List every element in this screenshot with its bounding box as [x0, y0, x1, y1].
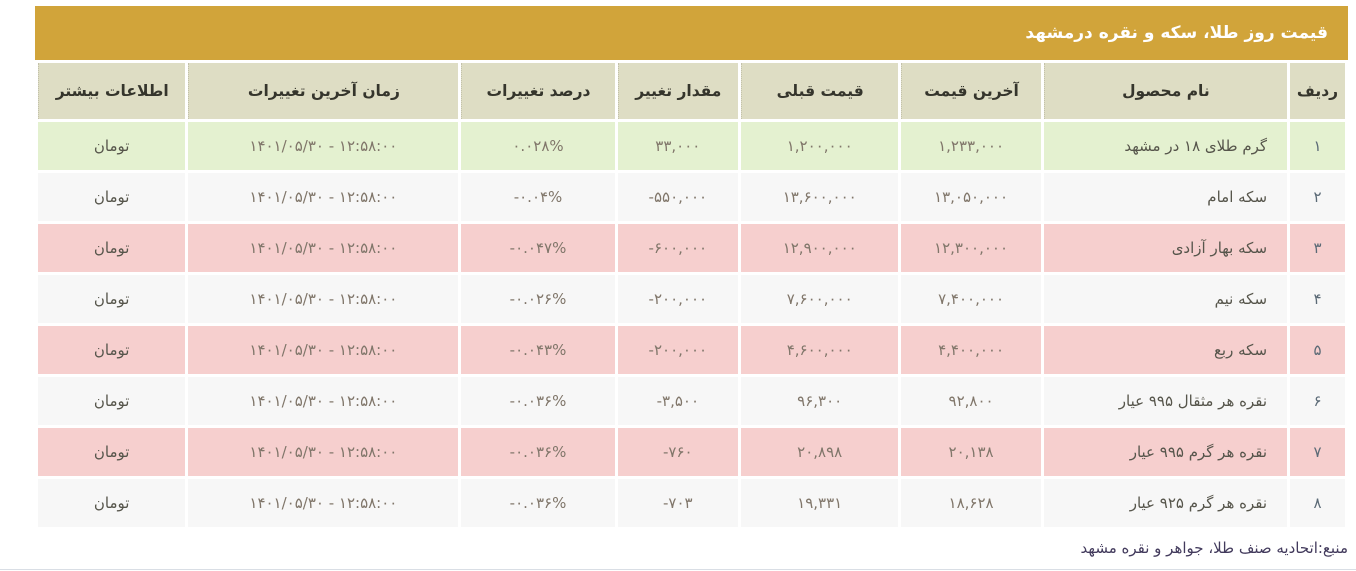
row-index: ۵	[1290, 326, 1345, 374]
product-name: نقره هر مثقال ۹۹۵ عیار	[1043, 377, 1288, 425]
product-name: گرم طلای ۱۸ در مشهد	[1043, 122, 1288, 170]
price-table: ردیف نام محصول آخرین قیمت قیمت قبلی مقدا…	[35, 60, 1348, 530]
product-name: نقره هر گرم ۹۹۵ عیار	[1043, 428, 1288, 476]
more-info: تومان	[38, 173, 186, 221]
page-title: قیمت روز طلا، سکه و نقره درمشهد	[1025, 23, 1328, 43]
table-row: ۶ نقره هر مثقال ۹۹۵ عیار ۹۲,۸۰۰ ۹۶,۳۰۰ -…	[38, 377, 1345, 425]
change-amount: -۲۰۰,۰۰۰	[617, 275, 739, 323]
change-time: ۱۴۰۱/۰۵/۳۰ - ۱۲:۵۸:۰۰	[188, 275, 459, 323]
change-time: ۱۴۰۱/۰۵/۳۰ - ۱۲:۵۸:۰۰	[188, 377, 459, 425]
change-amount: -۲۰۰,۰۰۰	[617, 326, 739, 374]
table-row: ۱ گرم طلای ۱۸ در مشهد ۱,۲۳۳,۰۰۰ ۱,۲۰۰,۰۰…	[38, 122, 1345, 170]
col-header-last-price: آخرین قیمت	[901, 63, 1041, 119]
change-percent: -۰.۰۴%	[461, 173, 615, 221]
table-row: ۳ سکه بهار آزادی ۱۲,۳۰۰,۰۰۰ ۱۲,۹۰۰,۰۰۰ -…	[38, 224, 1345, 272]
price-widget: قیمت روز طلا، سکه و نقره درمشهد ردیف نام…	[0, 6, 1356, 570]
change-time: ۱۴۰۱/۰۵/۳۰ - ۱۲:۵۸:۰۰	[188, 479, 459, 527]
table-row: ۷ نقره هر گرم ۹۹۵ عیار ۲۰,۱۳۸ ۲۰,۸۹۸ -۷۶…	[38, 428, 1345, 476]
more-info: تومان	[38, 224, 186, 272]
more-info: تومان	[38, 275, 186, 323]
more-info: تومان	[38, 377, 186, 425]
product-name: نقره هر گرم ۹۲۵ عیار	[1043, 479, 1288, 527]
row-index: ۳	[1290, 224, 1345, 272]
col-header-more-info: اطلاعات بیشتر	[38, 63, 186, 119]
change-time: ۱۴۰۱/۰۵/۳۰ - ۱۲:۵۸:۰۰	[188, 428, 459, 476]
row-index: ۱	[1290, 122, 1345, 170]
change-amount: ۳۳,۰۰۰	[617, 122, 739, 170]
bottom-divider	[0, 569, 1356, 570]
source-line: منبع:اتحادیه صنف طلا، جواهر و نقره مشهد	[1080, 539, 1348, 557]
row-index: ۸	[1290, 479, 1345, 527]
last-price: ۱۲,۳۰۰,۰۰۰	[901, 224, 1041, 272]
change-percent: ۰.۰۲۸%	[461, 122, 615, 170]
table-row: ۵ سکه ربع ۴,۴۰۰,۰۰۰ ۴,۶۰۰,۰۰۰ -۲۰۰,۰۰۰ -…	[38, 326, 1345, 374]
prev-price: ۱۳,۶۰۰,۰۰۰	[741, 173, 899, 221]
change-time: ۱۴۰۱/۰۵/۳۰ - ۱۲:۵۸:۰۰	[188, 224, 459, 272]
change-amount: -۳,۵۰۰	[617, 377, 739, 425]
more-info: تومان	[38, 326, 186, 374]
change-amount: -۶۰۰,۰۰۰	[617, 224, 739, 272]
title-bar: قیمت روز طلا، سکه و نقره درمشهد	[35, 6, 1348, 63]
col-header-change-time: زمان آخرین تغییرات	[188, 63, 459, 119]
prev-price: ۱۹,۳۳۱	[741, 479, 899, 527]
col-header-product-name: نام محصول	[1043, 63, 1288, 119]
table-header-row: ردیف نام محصول آخرین قیمت قیمت قبلی مقدا…	[38, 63, 1345, 119]
col-header-change-amount: مقدار تغییر	[617, 63, 739, 119]
prev-price: ۹۶,۳۰۰	[741, 377, 899, 425]
last-price: ۱,۲۳۳,۰۰۰	[901, 122, 1041, 170]
last-price: ۷,۴۰۰,۰۰۰	[901, 275, 1041, 323]
col-header-index: ردیف	[1290, 63, 1345, 119]
change-amount: -۷۰۳	[617, 479, 739, 527]
last-price: ۲۰,۱۳۸	[901, 428, 1041, 476]
row-index: ۲	[1290, 173, 1345, 221]
change-percent: -۰.۰۲۶%	[461, 275, 615, 323]
table-row: ۴ سکه نیم ۷,۴۰۰,۰۰۰ ۷,۶۰۰,۰۰۰ -۲۰۰,۰۰۰ -…	[38, 275, 1345, 323]
change-time: ۱۴۰۱/۰۵/۳۰ - ۱۲:۵۸:۰۰	[188, 122, 459, 170]
product-name: سکه بهار آزادی	[1043, 224, 1288, 272]
prev-price: ۴,۶۰۰,۰۰۰	[741, 326, 899, 374]
product-name: سکه نیم	[1043, 275, 1288, 323]
change-time: ۱۴۰۱/۰۵/۳۰ - ۱۲:۵۸:۰۰	[188, 326, 459, 374]
prev-price: ۱,۲۰۰,۰۰۰	[741, 122, 899, 170]
change-time: ۱۴۰۱/۰۵/۳۰ - ۱۲:۵۸:۰۰	[188, 173, 459, 221]
change-percent: -۰.۰۳۶%	[461, 377, 615, 425]
prev-price: ۷,۶۰۰,۰۰۰	[741, 275, 899, 323]
last-price: ۴,۴۰۰,۰۰۰	[901, 326, 1041, 374]
col-header-change-percent: درصد تغییرات	[461, 63, 615, 119]
last-price: ۹۲,۸۰۰	[901, 377, 1041, 425]
change-percent: -۰.۰۴۷%	[461, 224, 615, 272]
product-name: سکه امام	[1043, 173, 1288, 221]
prev-price: ۲۰,۸۹۸	[741, 428, 899, 476]
table-row: ۸ نقره هر گرم ۹۲۵ عیار ۱۸,۶۲۸ ۱۹,۳۳۱ -۷۰…	[38, 479, 1345, 527]
more-info: تومان	[38, 122, 186, 170]
col-header-prev-price: قیمت قبلی	[741, 63, 899, 119]
product-name: سکه ربع	[1043, 326, 1288, 374]
change-percent: -۰.۰۳۶%	[461, 479, 615, 527]
row-index: ۶	[1290, 377, 1345, 425]
prev-price: ۱۲,۹۰۰,۰۰۰	[741, 224, 899, 272]
change-percent: -۰.۰۳۶%	[461, 428, 615, 476]
row-index: ۷	[1290, 428, 1345, 476]
table-row: ۲ سکه امام ۱۳,۰۵۰,۰۰۰ ۱۳,۶۰۰,۰۰۰ -۵۵۰,۰۰…	[38, 173, 1345, 221]
more-info: تومان	[38, 479, 186, 527]
more-info: تومان	[38, 428, 186, 476]
last-price: ۱۳,۰۵۰,۰۰۰	[901, 173, 1041, 221]
change-percent: -۰.۰۴۳%	[461, 326, 615, 374]
change-amount: -۷۶۰	[617, 428, 739, 476]
change-amount: -۵۵۰,۰۰۰	[617, 173, 739, 221]
last-price: ۱۸,۶۲۸	[901, 479, 1041, 527]
row-index: ۴	[1290, 275, 1345, 323]
